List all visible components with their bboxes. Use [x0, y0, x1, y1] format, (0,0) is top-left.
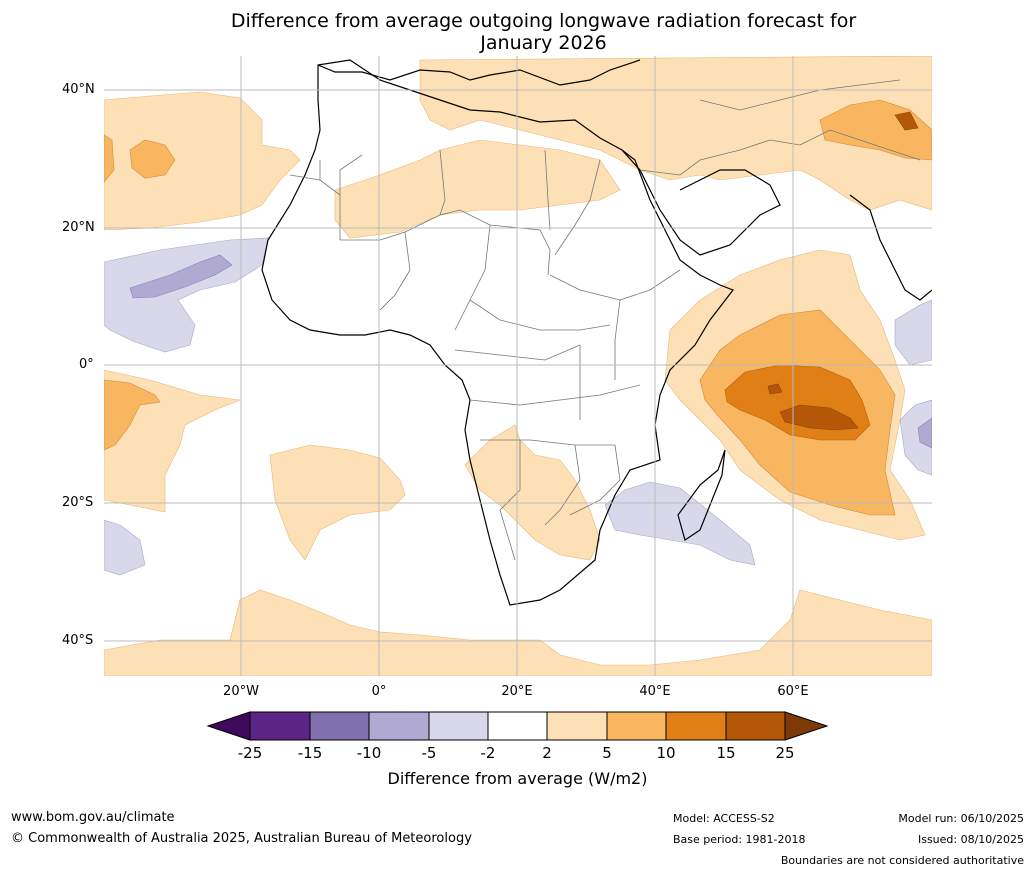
indian-ocean-peak-small	[767, 383, 783, 395]
colorbar	[206, 711, 829, 741]
colorbar-tick: -2	[480, 744, 496, 762]
lat-label-20n: 20°N	[62, 220, 95, 235]
europe-coastline	[317, 59, 641, 86]
issued-text: Issued: 08/10/2025	[917, 833, 1024, 846]
colorbar-tick: 10	[656, 744, 676, 762]
colorbar-box-6	[546, 711, 608, 741]
colorbar-box-5	[487, 711, 548, 741]
chart-title: Difference from average outgoing longwav…	[0, 10, 1035, 54]
southeast-indian-negative-area	[899, 399, 932, 476]
model-text: Model: ACCESS-S2	[673, 812, 775, 825]
colorbar-box-1	[249, 711, 311, 741]
lon-label-0: 0°	[371, 684, 387, 699]
colorbar-tick: -5	[421, 744, 437, 762]
arabian-sea-negative-area	[894, 299, 932, 366]
colorbar-tick: 25	[775, 744, 795, 762]
south-atlantic-negative-area	[104, 519, 146, 576]
africa-coastline	[261, 59, 734, 606]
model-run-text: Model run: 06/10/2025	[898, 812, 1024, 825]
colorbar-tick: 15	[716, 744, 736, 762]
lat-label-40n: 40°N	[62, 82, 95, 97]
madagascar-coastline	[677, 449, 726, 541]
southern-ocean-positive-area	[104, 589, 932, 676]
india-coastline	[849, 194, 932, 301]
sahara-positive-area	[334, 139, 621, 239]
colorbar-box-3	[368, 711, 430, 741]
lat-label-20s: 20°S	[62, 495, 94, 510]
graticule	[104, 56, 932, 676]
colorbar-tick: 2	[542, 744, 552, 762]
copyright-text: © Commonwealth of Australia 2025, Austra…	[11, 831, 472, 846]
lon-label-40e: 40°E	[639, 684, 671, 699]
north-atlantic-positive-area	[104, 91, 301, 231]
disclaimer-text: Boundaries are not considered authoritat…	[780, 854, 1024, 867]
african-coast-positive-core	[104, 134, 115, 183]
anomaly-15-to-25-areas	[767, 111, 919, 431]
lon-label-60e: 60°E	[777, 684, 809, 699]
southeast-indian-negative-core	[917, 417, 932, 449]
website-text: www.bom.gov.au/climate	[11, 810, 175, 825]
caspian-peak	[894, 111, 919, 131]
west-africa-negative-core	[129, 254, 233, 299]
colorbar-box-4	[428, 711, 489, 741]
title-line-1: Difference from average outgoing longwav…	[230, 10, 857, 32]
mediterranean-asia-positive-area	[419, 56, 932, 211]
arabia-coastline	[621, 149, 781, 256]
base-period-text: Base period: 1981-2018	[673, 833, 806, 846]
colorbar-box-9	[725, 711, 786, 741]
lat-label-40s: 40°S	[62, 633, 94, 648]
title-line-2: January 2026	[480, 32, 607, 54]
colorbar-box-8	[665, 711, 727, 741]
colorbar-tick: -10	[356, 744, 382, 762]
colorbar-tick: -25	[237, 744, 263, 762]
gulf-of-guinea-positive-core	[104, 379, 161, 451]
colorbar-low-extension	[206, 711, 251, 741]
lon-label-20e: 20°E	[501, 684, 533, 699]
colorbar-box-2	[309, 711, 370, 741]
coastlines	[261, 59, 932, 606]
colorbar-tick: -15	[297, 744, 323, 762]
atlantic-positive-core	[129, 139, 176, 179]
lon-label-20w: 20°W	[223, 684, 259, 699]
anomaly-minus-10-to-minus-5-areas	[129, 254, 932, 449]
colorbar-title: Difference from average (W/m2)	[387, 769, 648, 788]
colorbar-high-extension	[784, 711, 829, 741]
country-borders	[289, 79, 921, 561]
colorbar-box-7	[606, 711, 667, 741]
map-frame	[104, 56, 932, 676]
lat-label-equator: 0°	[79, 357, 94, 372]
colorbar-tick: 5	[602, 744, 612, 762]
